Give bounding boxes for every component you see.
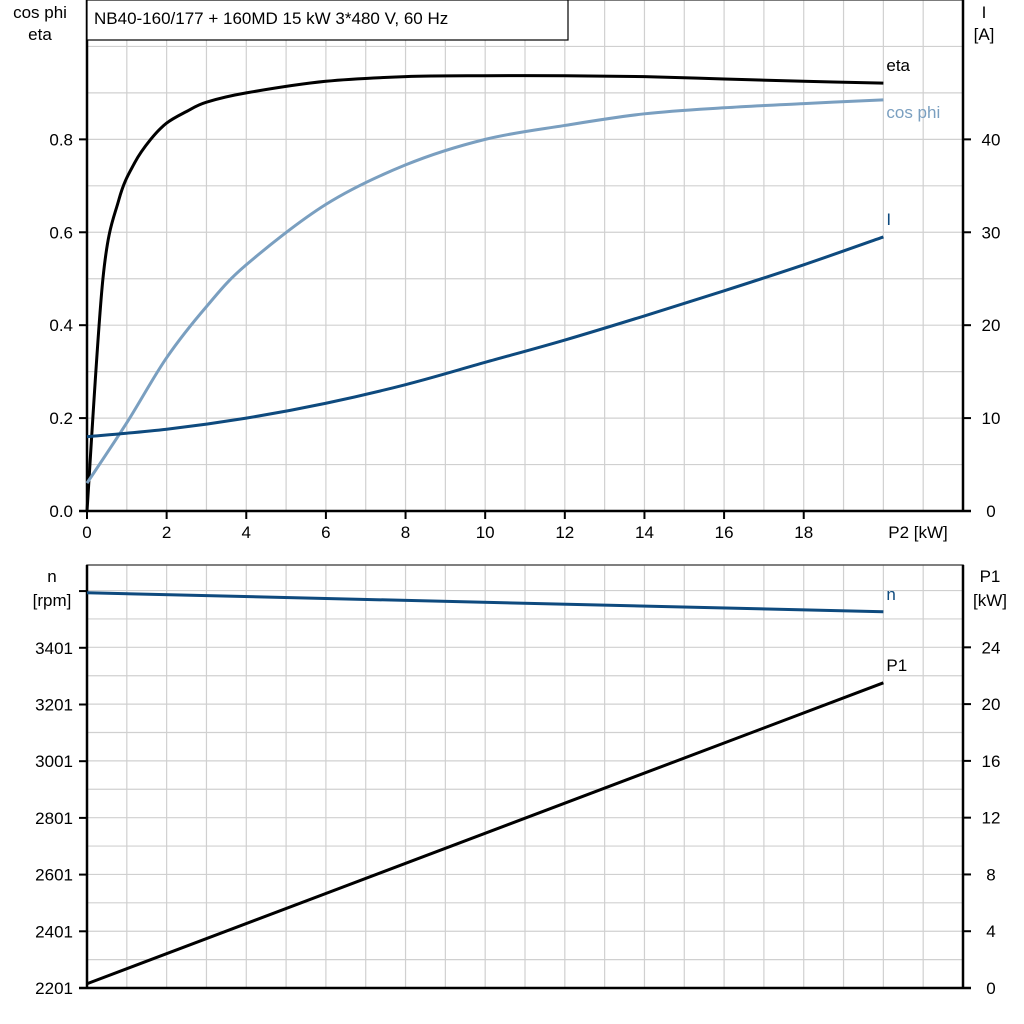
series-eta-label: eta bbox=[886, 56, 910, 75]
right-y-tick-label: 12 bbox=[982, 809, 1001, 828]
right-y-tick-label: 30 bbox=[982, 223, 1001, 242]
top-grid bbox=[87, 0, 963, 511]
right-y-tick-label: 16 bbox=[982, 752, 1001, 771]
x-tick-label: 10 bbox=[476, 523, 495, 542]
right-y-tick-label: 40 bbox=[982, 130, 1001, 149]
x-tick-label: 4 bbox=[242, 523, 251, 542]
series-p1-label: P1 bbox=[886, 656, 907, 675]
x-tick-label: 2 bbox=[162, 523, 171, 542]
left-y-tick-label: 2801 bbox=[35, 809, 73, 828]
x-axis-label: P2 [kW] bbox=[888, 523, 948, 542]
x-tick-label: 18 bbox=[794, 523, 813, 542]
left-y-tick-label: 2601 bbox=[35, 866, 73, 885]
right-y-tick-label: 20 bbox=[982, 316, 1001, 335]
series-p1-line bbox=[86, 681, 884, 986]
x-tick-label: 16 bbox=[715, 523, 734, 542]
right-y-tick-label: 20 bbox=[982, 695, 1001, 714]
bottom-right-ylabel-1: P1 bbox=[980, 567, 1001, 586]
right-y-tick-label: 24 bbox=[982, 638, 1001, 657]
left-y-tick-label: 3401 bbox=[35, 639, 73, 658]
chart-title: NB40-160/177 + 160MD 15 kW 3*480 V, 60 H… bbox=[94, 9, 448, 28]
series-i-line bbox=[86, 235, 884, 439]
right-y-tick-label: 8 bbox=[986, 865, 995, 884]
series-eta-line bbox=[85, 74, 884, 512]
x-tick-label: 14 bbox=[635, 523, 654, 542]
right-y-tick-label: 4 bbox=[986, 922, 995, 941]
left-y-tick-label: 3201 bbox=[35, 695, 73, 714]
top-right-ylabel-1: I bbox=[982, 3, 987, 22]
left-y-tick-label: 3001 bbox=[35, 752, 73, 771]
title-box bbox=[86, 0, 569, 41]
series-n-label: n bbox=[886, 585, 895, 604]
left-y-tick-label: 2401 bbox=[35, 922, 73, 941]
right-y-tick-label: 0 bbox=[986, 502, 995, 521]
left-y-tick-label: 0.4 bbox=[49, 316, 73, 335]
x-tick-label: 12 bbox=[555, 523, 574, 542]
left-y-tick-label: 2201 bbox=[35, 979, 73, 998]
top-left-ylabel-1: cos phi bbox=[13, 3, 67, 22]
top-right-ylabel-2: [A] bbox=[974, 25, 995, 44]
right-y-tick-label: 0 bbox=[986, 979, 995, 998]
left-y-tick-label: 0.8 bbox=[49, 130, 73, 149]
left-y-tick-label: 0.2 bbox=[49, 409, 73, 428]
bottom-left-ylabel-2: [rpm] bbox=[33, 591, 72, 610]
left-y-tick-label: 0.6 bbox=[49, 223, 73, 242]
bottom-grid bbox=[87, 565, 963, 988]
x-tick-label: 0 bbox=[82, 523, 91, 542]
right-y-tick-label: 10 bbox=[982, 409, 1001, 428]
x-tick-label: 8 bbox=[401, 523, 410, 542]
left-y-tick-label: 0.0 bbox=[49, 502, 73, 521]
bottom-left-ylabel-1: n bbox=[47, 567, 56, 586]
x-tick-label: 6 bbox=[321, 523, 330, 542]
series-cos-phi-line bbox=[85, 98, 884, 484]
bottom-right-ylabel-2: [kW] bbox=[973, 591, 1007, 610]
top-left-ylabel-2: eta bbox=[28, 25, 52, 44]
series-n-line bbox=[86, 591, 884, 614]
series-i-label: I bbox=[886, 210, 891, 229]
series-cos-phi-label: cos phi bbox=[886, 103, 940, 122]
